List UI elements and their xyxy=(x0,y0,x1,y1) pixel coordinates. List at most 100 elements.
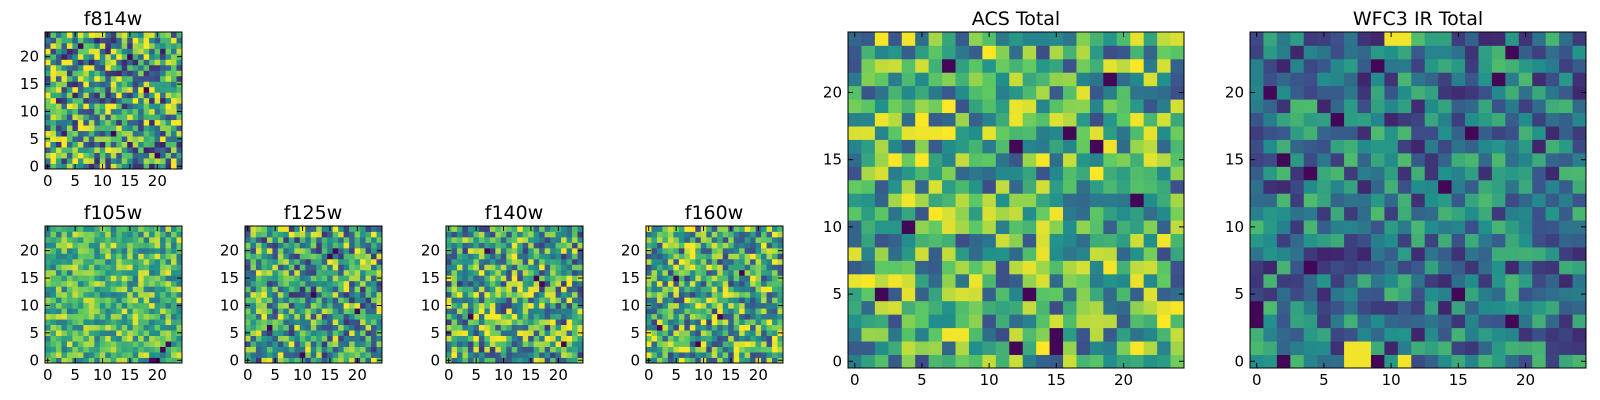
heatmap-cell xyxy=(651,308,658,315)
heatmap-cell xyxy=(1330,314,1345,329)
heatmap-cell xyxy=(143,297,150,304)
heatmap-cell xyxy=(942,206,956,221)
heatmap-cell xyxy=(1063,179,1077,194)
heatmap-cell xyxy=(522,346,529,353)
heatmap-cell xyxy=(88,97,95,104)
heatmap-cell xyxy=(888,341,903,355)
heatmap-cell xyxy=(761,236,767,243)
heatmap-cell xyxy=(739,335,746,342)
heatmap-cell xyxy=(1317,179,1332,194)
x-tick-label: 10 xyxy=(1382,371,1401,389)
heatmap-cell xyxy=(772,297,778,304)
heatmap-cell xyxy=(550,269,556,276)
heatmap-cell xyxy=(160,275,166,282)
heatmap-cell xyxy=(105,302,112,309)
heatmap-cell xyxy=(1076,99,1091,114)
heatmap-cell xyxy=(1263,341,1278,355)
heatmap-cell xyxy=(451,253,458,260)
heatmap-cell xyxy=(1290,166,1305,181)
heatmap-cell xyxy=(656,247,663,254)
heatmap-cell xyxy=(1290,354,1305,369)
heatmap-cell xyxy=(160,53,166,60)
heatmap-cell xyxy=(995,166,1010,181)
heatmap-cell xyxy=(528,330,535,336)
heatmap-cell xyxy=(149,108,155,115)
heatmap-cell xyxy=(1357,85,1372,100)
heatmap-cell xyxy=(105,141,112,148)
heatmap-cell xyxy=(1491,193,1506,208)
heatmap-cell xyxy=(277,269,284,276)
heatmap-cell xyxy=(517,335,524,342)
heatmap-cell xyxy=(255,269,262,276)
heatmap-cell xyxy=(305,231,312,238)
heatmap-cell xyxy=(506,357,513,364)
heatmap-cell xyxy=(45,286,51,293)
heatmap-cell xyxy=(88,152,95,159)
heatmap-cell xyxy=(165,308,172,315)
heatmap-cell xyxy=(66,108,73,115)
heatmap-cell xyxy=(955,193,970,208)
heatmap-cell xyxy=(517,324,524,331)
heatmap-cell xyxy=(99,231,106,238)
heatmap-cell xyxy=(332,269,339,276)
heatmap-cell xyxy=(1250,341,1264,355)
heatmap-cell xyxy=(316,275,323,282)
heatmap-cell xyxy=(94,275,101,282)
heatmap-cell xyxy=(61,86,68,93)
heatmap-cell xyxy=(294,308,301,315)
heatmap-cell xyxy=(338,352,345,358)
heatmap-cell xyxy=(777,264,784,271)
heatmap-cell xyxy=(121,335,128,342)
heatmap-cell xyxy=(706,247,713,254)
heatmap-cell xyxy=(1263,32,1278,46)
heatmap-cell xyxy=(761,302,767,309)
heatmap-cell xyxy=(77,324,84,331)
heatmap-cell xyxy=(561,302,567,309)
heatmap-cell xyxy=(171,330,177,336)
heatmap-cell xyxy=(722,291,729,298)
heatmap-cell xyxy=(1357,166,1372,181)
heatmap-cell xyxy=(1572,206,1587,221)
heatmap-cell xyxy=(1049,287,1064,302)
heatmap-cell xyxy=(772,330,778,336)
heatmap-cell xyxy=(50,236,57,243)
heatmap-cell xyxy=(45,158,51,164)
heatmap-cell xyxy=(678,291,685,298)
heatmap-cell xyxy=(489,357,496,364)
heatmap-cell xyxy=(451,286,458,293)
heatmap-cell xyxy=(484,231,491,238)
heatmap-cell xyxy=(555,264,562,271)
heatmap-cell xyxy=(165,37,172,44)
heatmap-cell xyxy=(55,247,62,254)
heatmap-cell xyxy=(478,242,485,249)
heatmap-cell xyxy=(517,302,524,309)
heatmap-cell xyxy=(968,166,983,181)
heatmap-cell xyxy=(55,231,62,238)
heatmap-cell xyxy=(467,226,474,232)
heatmap-cell xyxy=(143,291,150,298)
heatmap-cell xyxy=(1130,220,1145,234)
heatmap-cell xyxy=(1330,341,1345,355)
heatmap-cell xyxy=(1370,179,1385,194)
heatmap-cell xyxy=(360,330,366,336)
heatmap-cell xyxy=(1036,179,1050,194)
heatmap-cell xyxy=(506,297,513,304)
heatmap-cell xyxy=(982,273,997,288)
heatmap-cell xyxy=(706,236,713,243)
heatmap-cell xyxy=(1532,287,1547,302)
heatmap-cell xyxy=(717,346,724,353)
heatmap-cell xyxy=(127,64,134,71)
heatmap-cell xyxy=(1478,314,1493,329)
heatmap-cell xyxy=(1465,32,1479,46)
heatmap-cell xyxy=(1022,300,1037,315)
heatmap-cell xyxy=(332,226,339,232)
heatmap-cell xyxy=(327,269,334,276)
heatmap-cell xyxy=(717,308,724,315)
heatmap-cell xyxy=(1518,166,1533,181)
heatmap-cell xyxy=(245,286,251,293)
heatmap-cell xyxy=(245,313,251,320)
heatmap-cell xyxy=(88,319,95,326)
heatmap-cell xyxy=(528,231,535,238)
heatmap-cell xyxy=(739,357,746,364)
heatmap-cell xyxy=(99,247,106,254)
